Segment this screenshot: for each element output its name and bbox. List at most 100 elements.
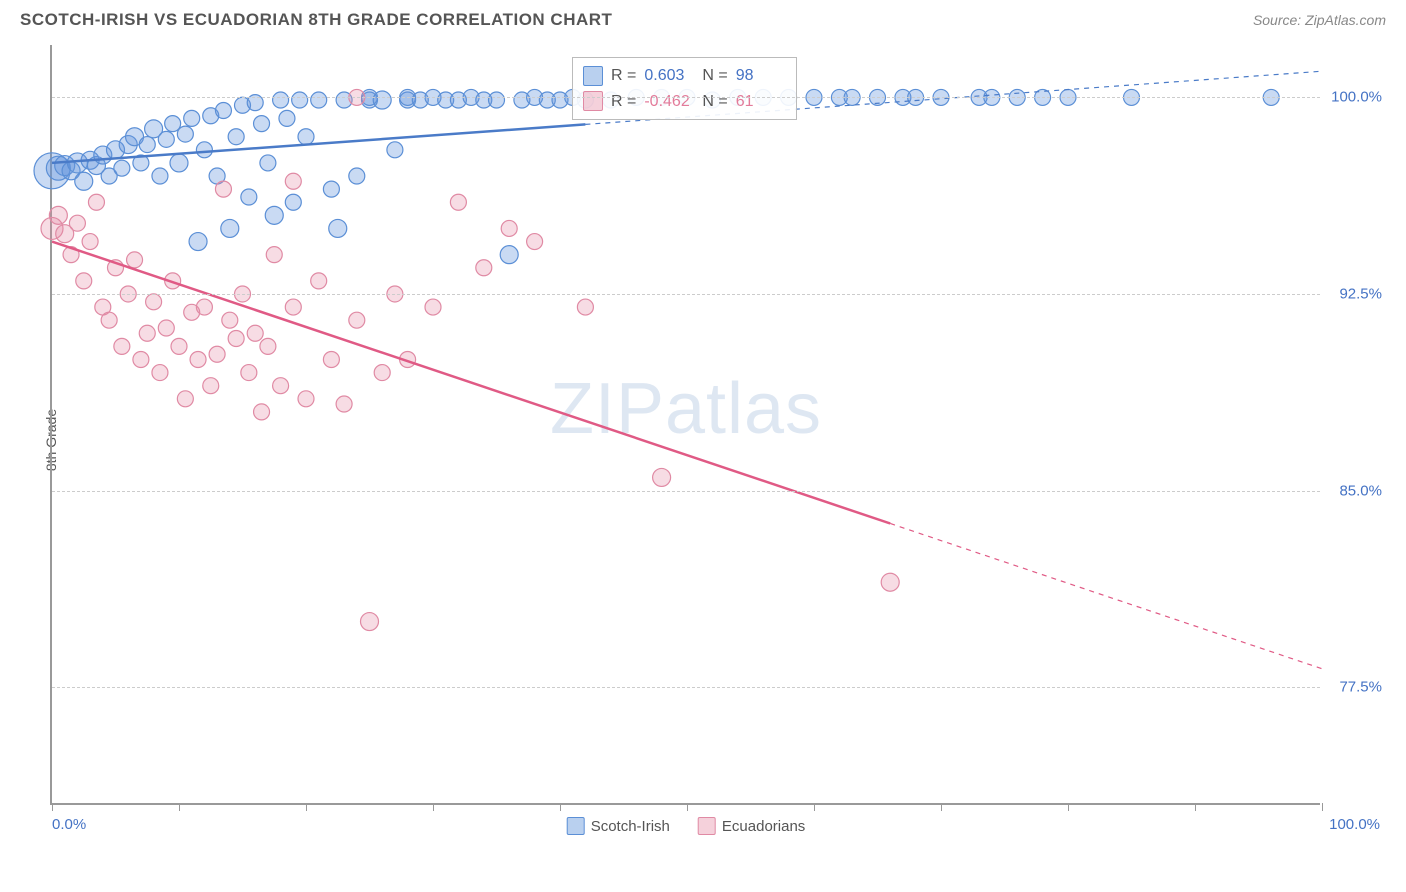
- data-point: [152, 168, 168, 184]
- data-point: [241, 365, 257, 381]
- data-point: [133, 351, 149, 367]
- data-point: [279, 110, 295, 126]
- data-point: [190, 351, 206, 367]
- data-point: [425, 299, 441, 315]
- correlation-legend: R = 0.603 N = 98 R = -0.462 N = 61: [572, 57, 797, 120]
- x-tick: [687, 803, 688, 811]
- ecuadorians-swatch: [698, 817, 716, 835]
- data-point: [184, 110, 200, 126]
- data-point: [336, 396, 352, 412]
- legend-bottom: Scotch-Irish Ecuadorians: [567, 817, 806, 835]
- x-tick: [52, 803, 53, 811]
- data-point: [285, 194, 301, 210]
- data-point: [349, 312, 365, 328]
- data-point: [165, 116, 181, 132]
- ecuadorians-swatch: [583, 91, 603, 111]
- data-point: [450, 194, 466, 210]
- data-point: [209, 346, 225, 362]
- x-tick: [1195, 803, 1196, 811]
- data-point: [247, 325, 263, 341]
- data-point: [177, 391, 193, 407]
- chart-svg: [52, 45, 1322, 805]
- r-label: R =: [611, 89, 636, 115]
- data-point: [476, 260, 492, 276]
- source-label: Source: ZipAtlas.com: [1253, 12, 1386, 28]
- data-point: [273, 92, 289, 108]
- x-tick: [560, 803, 561, 811]
- r-value-ecu: -0.462: [644, 89, 694, 115]
- legend-label: Scotch-Irish: [591, 818, 670, 835]
- data-point: [222, 312, 238, 328]
- x-tick: [306, 803, 307, 811]
- x-min-label: 0.0%: [52, 816, 86, 833]
- scotch-irish-swatch: [583, 66, 603, 86]
- data-point: [221, 219, 239, 237]
- data-point: [139, 325, 155, 341]
- n-value-ecu: 61: [736, 89, 786, 115]
- data-point: [361, 613, 379, 631]
- data-point: [329, 219, 347, 237]
- chart-container: 8th Grade ZIPatlas R = 0.603 N = 98 R = …: [50, 45, 1390, 835]
- scotch-irish-swatch: [567, 817, 585, 835]
- n-label: N =: [702, 89, 727, 115]
- data-point: [285, 173, 301, 189]
- x-max-label: 100.0%: [1329, 816, 1380, 833]
- data-point: [215, 181, 231, 197]
- data-point: [260, 338, 276, 354]
- x-tick: [1068, 803, 1069, 811]
- y-tick-label: 77.5%: [1339, 679, 1382, 696]
- data-point: [146, 294, 162, 310]
- data-point: [127, 252, 143, 268]
- plot-area: ZIPatlas R = 0.603 N = 98 R = -0.462 N =…: [50, 45, 1320, 805]
- data-point: [273, 378, 289, 394]
- data-point: [298, 391, 314, 407]
- y-tick-label: 100.0%: [1331, 89, 1382, 106]
- x-tick: [941, 803, 942, 811]
- data-point: [501, 220, 517, 236]
- data-point: [241, 189, 257, 205]
- legend-label: Ecuadorians: [722, 818, 805, 835]
- x-tick: [179, 803, 180, 811]
- n-label: N =: [702, 63, 727, 89]
- y-tick-label: 92.5%: [1339, 285, 1382, 302]
- data-point: [323, 351, 339, 367]
- data-point: [500, 246, 518, 264]
- gridline: [52, 97, 1320, 98]
- data-point: [349, 168, 365, 184]
- data-point: [653, 468, 671, 486]
- data-point: [114, 160, 130, 176]
- legend-item-scotch: Scotch-Irish: [567, 817, 670, 835]
- data-point: [881, 573, 899, 591]
- data-point: [196, 299, 212, 315]
- data-point: [215, 103, 231, 119]
- data-point: [158, 131, 174, 147]
- data-point: [373, 91, 391, 109]
- data-point: [82, 234, 98, 250]
- data-point: [527, 234, 543, 250]
- header: SCOTCH-IRISH VS ECUADORIAN 8TH GRADE COR…: [0, 0, 1406, 36]
- trend-line: [52, 242, 890, 524]
- x-tick: [433, 803, 434, 811]
- n-value-scotch: 98: [736, 63, 786, 89]
- chart-title: SCOTCH-IRISH VS ECUADORIAN 8TH GRADE COR…: [20, 10, 612, 30]
- data-point: [114, 338, 130, 354]
- data-point: [170, 154, 188, 172]
- data-point: [323, 181, 339, 197]
- data-point: [228, 129, 244, 145]
- data-point: [254, 404, 270, 420]
- data-point: [158, 320, 174, 336]
- y-tick-label: 85.0%: [1339, 482, 1382, 499]
- r-value-scotch: 0.603: [644, 63, 694, 89]
- data-point: [76, 273, 92, 289]
- data-point: [311, 273, 327, 289]
- data-point: [203, 378, 219, 394]
- data-point: [75, 172, 93, 190]
- data-point: [228, 331, 244, 347]
- r-label: R =: [611, 63, 636, 89]
- data-point: [285, 299, 301, 315]
- data-point: [196, 142, 212, 158]
- data-point: [69, 215, 85, 231]
- gridline: [52, 491, 1320, 492]
- data-point: [189, 233, 207, 251]
- data-point: [292, 92, 308, 108]
